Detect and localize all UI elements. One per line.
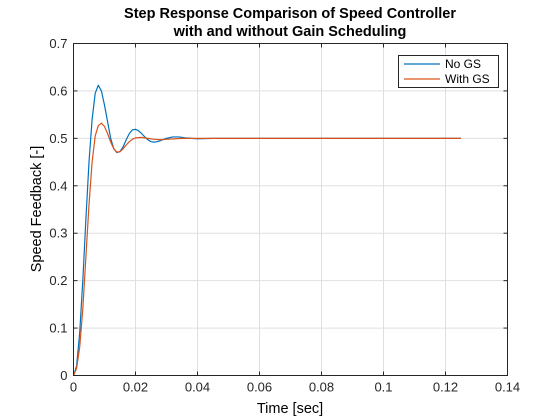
y-tick-label: 0 <box>60 368 67 383</box>
series-line-with-gs <box>72 122 461 376</box>
x-tick-label: 0.14 <box>495 380 520 395</box>
y-tick-label: 0.6 <box>49 83 67 98</box>
x-tick-label: 0.02 <box>123 380 148 395</box>
legend-label-with-gs: With GS <box>445 72 490 86</box>
plot-area <box>73 43 507 375</box>
x-tick-label: 0.08 <box>309 380 334 395</box>
y-tick-label: 0.4 <box>49 178 67 193</box>
series-layer <box>72 84 461 376</box>
legend-box <box>398 55 499 88</box>
y-tick-label: 0.1 <box>49 321 67 336</box>
chart-title-line-2: with and without Gain Scheduling <box>173 24 407 40</box>
x-tick-label: 0.04 <box>185 380 210 395</box>
x-tick-label: 0.1 <box>374 380 392 395</box>
x-tick-label: 0 <box>70 380 77 395</box>
chart-title-line-1: Step Response Comparison of Speed Contro… <box>124 6 456 22</box>
y-tick-label: 0.7 <box>49 36 67 51</box>
axis-ticks: 0 0.02 0.04 0.06 0.08 0.1 0.12 0.14 0 0.1 0.2 0.3 0.… <box>49 36 520 395</box>
y-tick-label: 0.3 <box>49 226 67 241</box>
plot-frame <box>73 43 508 376</box>
legend: No GS With GS <box>398 55 499 88</box>
y-tick-label: 0.2 <box>49 273 67 288</box>
x-tick-label: 0.06 <box>247 380 272 395</box>
legend-label-no-gs: No GS <box>445 57 481 71</box>
x-tick-label: 0.12 <box>433 380 458 395</box>
x-axis-label: Time [sec] <box>257 401 323 417</box>
y-tick-label: 0.5 <box>49 131 67 146</box>
y-axis-label: Speed Feedback [-] <box>29 146 45 273</box>
